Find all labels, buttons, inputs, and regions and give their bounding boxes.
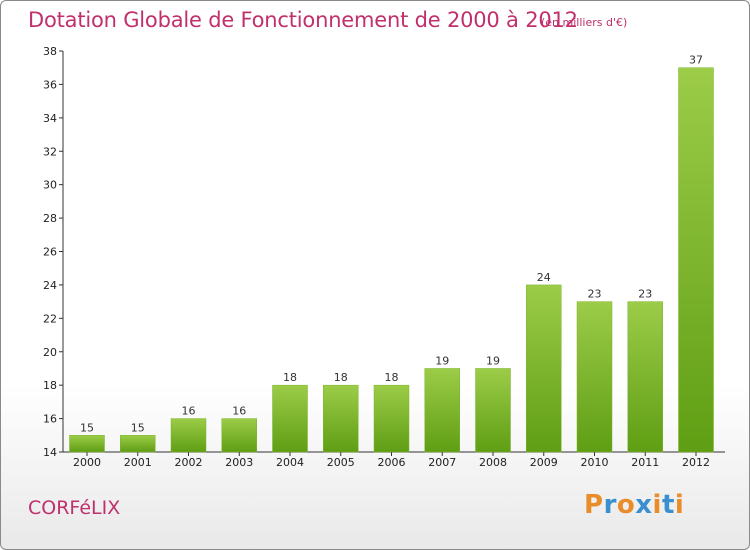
x-tick-label: 2002	[175, 456, 203, 469]
bar-2004	[272, 384, 308, 453]
x-tick-label: 2004	[276, 456, 304, 469]
y-tick-label: 14	[43, 446, 57, 459]
logo-letter: i	[652, 490, 662, 520]
y-tick-label: 20	[43, 346, 57, 359]
data-label: 24	[537, 271, 551, 284]
bar-2006	[373, 384, 410, 453]
data-label: 18	[334, 371, 348, 384]
data-label: 19	[486, 354, 500, 367]
y-tick-label: 18	[43, 379, 57, 392]
bar-2005	[323, 384, 359, 453]
proxiti-logo[interactable]: Proxiti	[584, 490, 684, 520]
logo-letter: x	[635, 490, 653, 520]
bar-2003	[221, 418, 257, 453]
data-label: 15	[80, 421, 94, 434]
logo-letter: r	[603, 490, 617, 520]
x-tick-label: 2000	[73, 456, 101, 469]
bar-2002	[170, 418, 207, 453]
bar-2012	[678, 67, 714, 453]
y-tick-label: 24	[43, 279, 57, 292]
y-axis: 14 16 18 20 22 24 26 28 30 32 34 36 38	[43, 45, 64, 459]
bars	[69, 67, 714, 453]
x-tick-label: 2010	[581, 456, 609, 469]
logo-letter: o	[616, 490, 636, 520]
data-label: 23	[638, 288, 652, 301]
x-tick-label: 2003	[225, 456, 253, 469]
bar-2001	[120, 435, 156, 453]
y-tick-label: 28	[43, 212, 57, 225]
y-tick-label: 32	[43, 145, 57, 158]
data-label: 15	[131, 421, 145, 434]
y-tick-label: 30	[43, 179, 57, 192]
logo-letter: i	[674, 490, 685, 520]
data-labels: 15 15 16 16 18 18 18 19 19 24 23 23 37	[80, 54, 703, 435]
x-tick-label: 2009	[530, 456, 558, 469]
data-label: 37	[689, 54, 703, 67]
bar-2007	[424, 368, 460, 453]
x-tick-label: 2012	[682, 456, 710, 469]
data-label: 18	[283, 371, 297, 384]
chart-title: Dotation Globale de Fonctionnement de 20…	[28, 8, 578, 32]
x-tick-label: 2005	[327, 456, 355, 469]
chart-subtitle: (en milliers d'€)	[541, 16, 628, 29]
y-tick-label: 26	[43, 246, 57, 259]
y-tick-label: 16	[43, 413, 57, 426]
bar-2009	[526, 284, 562, 453]
bar-2008	[475, 368, 511, 453]
logo-letter: P	[584, 490, 604, 520]
y-tick-label: 38	[43, 45, 57, 58]
data-label: 16	[232, 405, 246, 418]
x-tick-label: 2006	[378, 456, 406, 469]
bar-2011	[627, 301, 663, 453]
data-label: 16	[182, 405, 196, 418]
y-tick-label: 36	[43, 78, 57, 91]
bar-2000	[69, 435, 105, 453]
data-label: 18	[385, 371, 399, 384]
bar-2010	[576, 301, 613, 453]
data-label: 23	[588, 288, 602, 301]
data-label: 19	[435, 354, 449, 367]
y-tick-label: 34	[43, 112, 57, 125]
logo-letter: t	[661, 490, 675, 520]
y-tick-label: 22	[43, 312, 57, 325]
x-tick-label: 2011	[631, 456, 659, 469]
x-tick-label: 2001	[124, 456, 152, 469]
commune-name: CORFéLIX	[28, 497, 121, 519]
x-tick-label: 2007	[428, 456, 456, 469]
x-axis: 2000 2001 2002 2003 2004 2005 2006 2007 2008 2009…	[63, 451, 725, 469]
x-tick-label: 2008	[479, 456, 507, 469]
